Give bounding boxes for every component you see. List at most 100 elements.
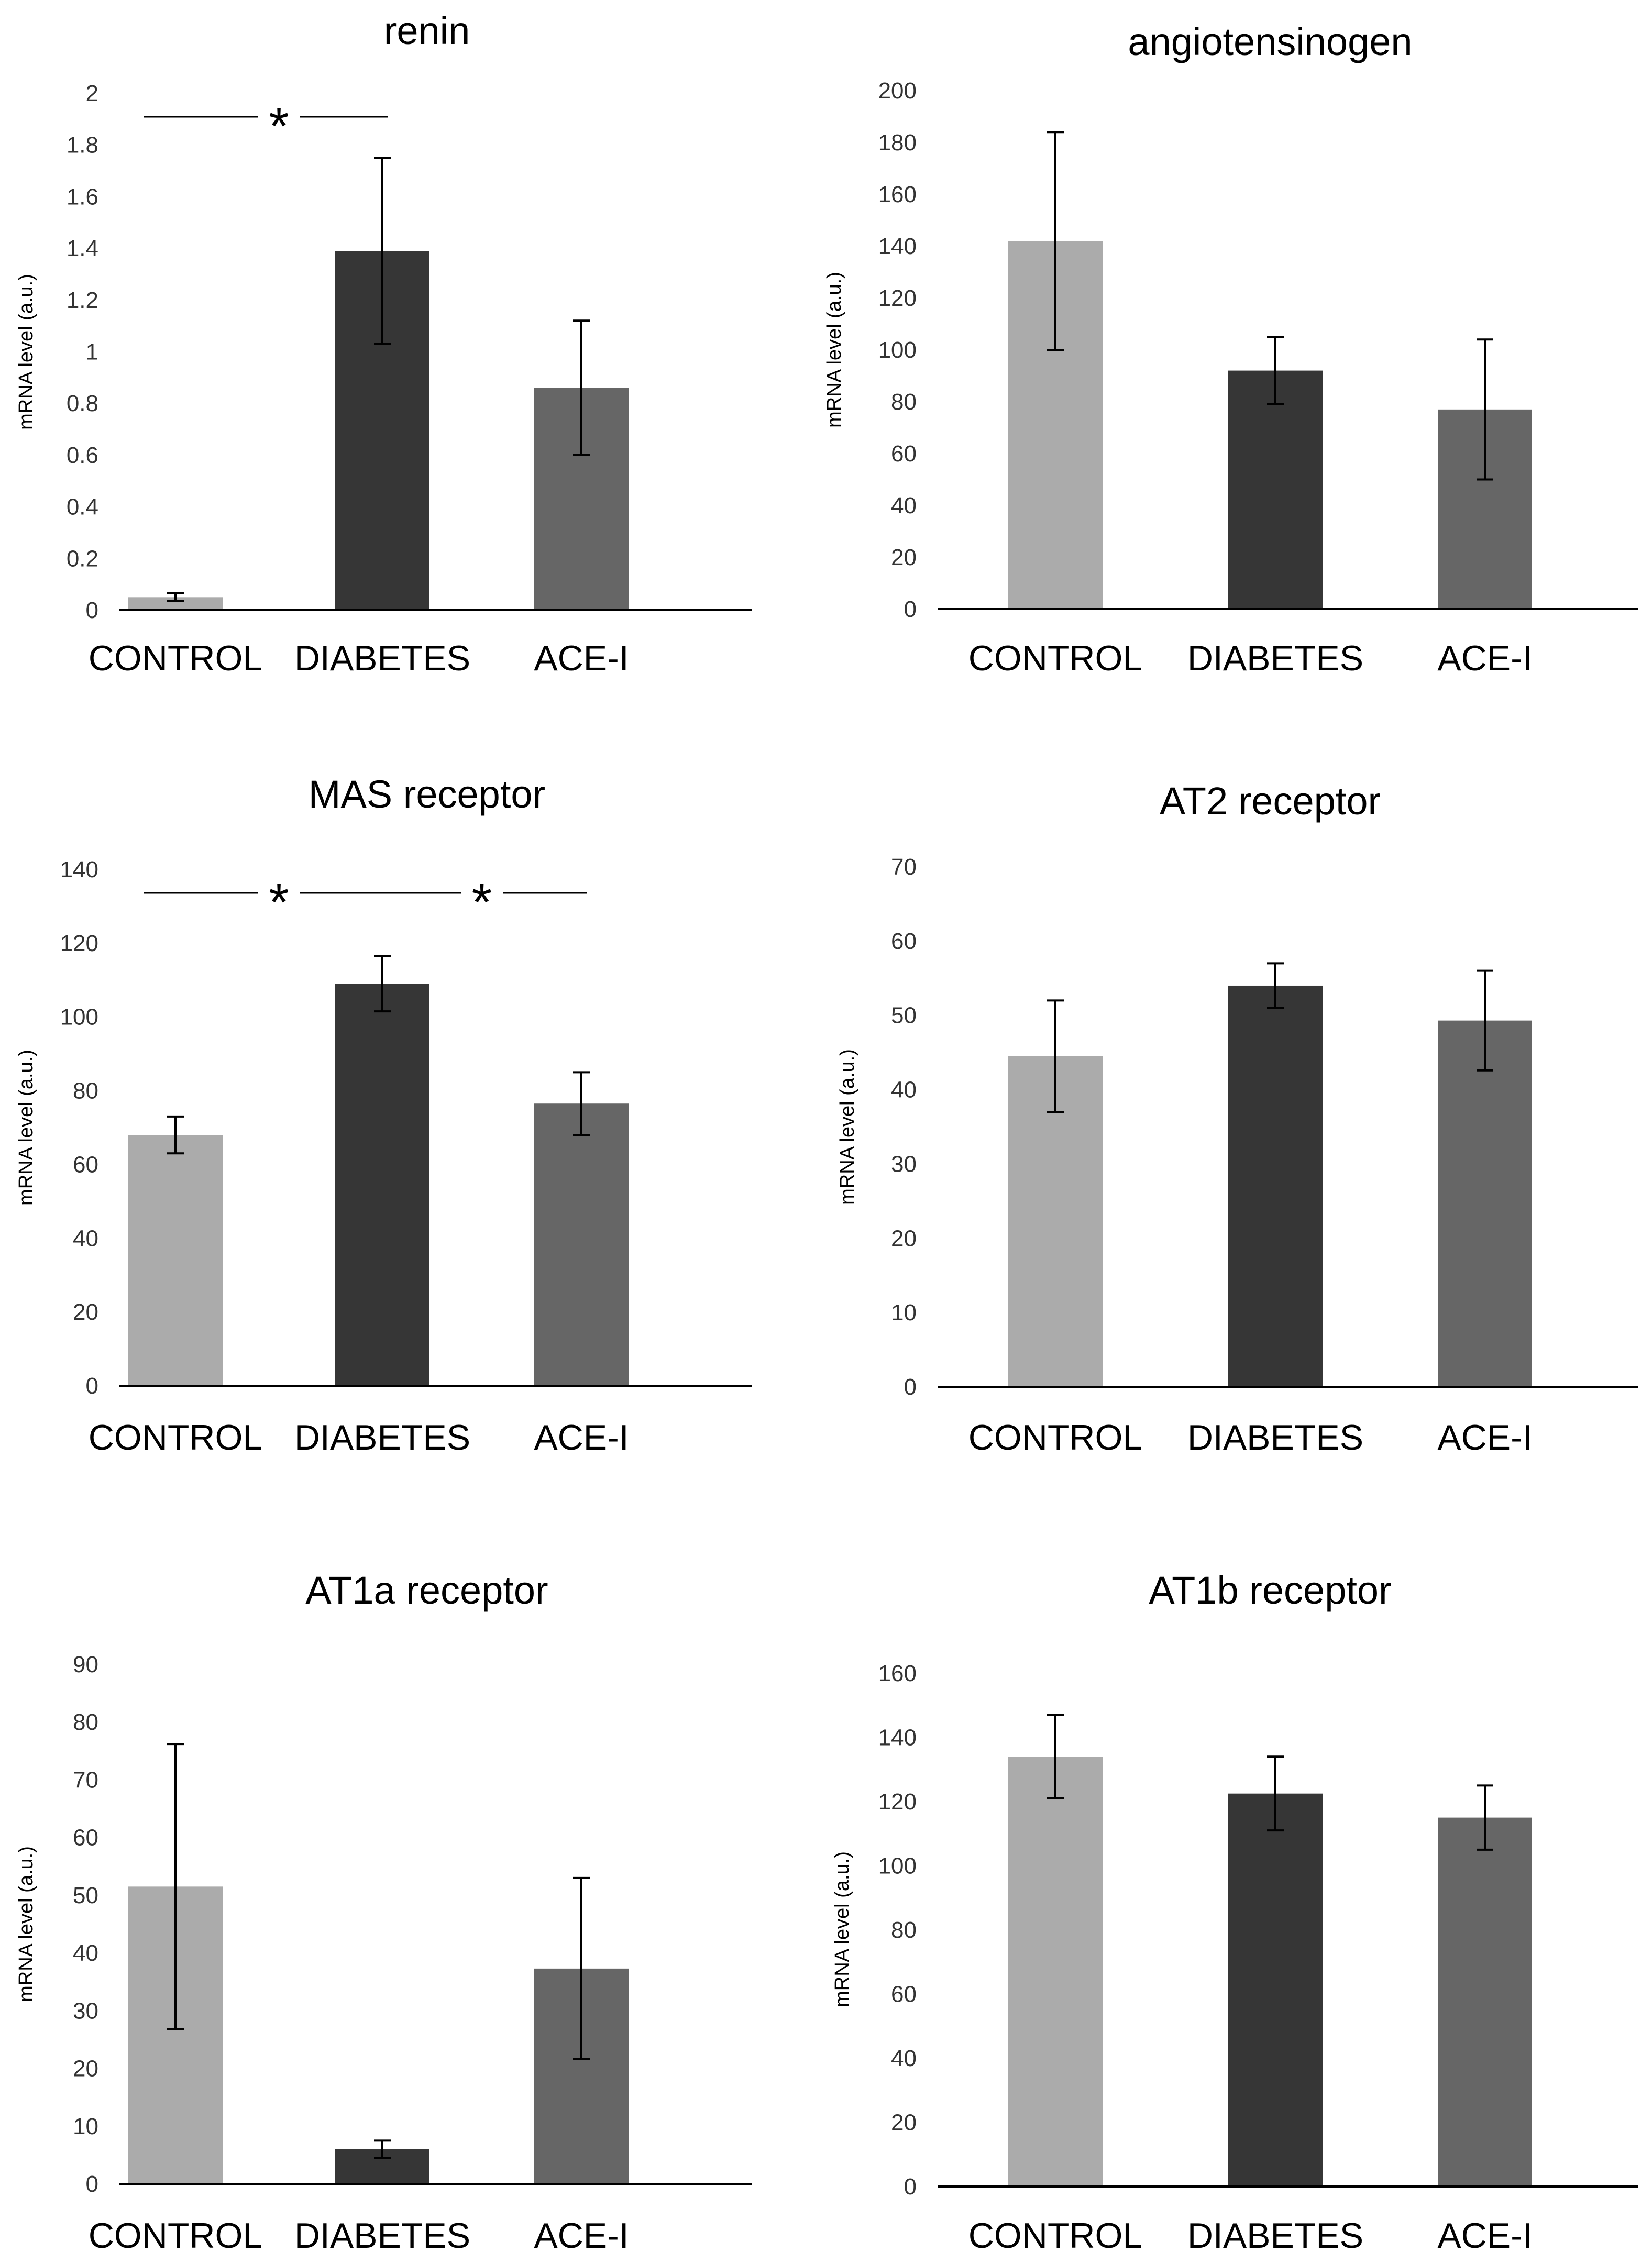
y-tick-label: 100: [878, 337, 917, 363]
error-bar-ace-i: [1477, 338, 1493, 481]
y-tick-label: 20: [891, 545, 917, 570]
y-tick-label: 70: [73, 1767, 98, 1793]
chart-title: AT1b receptor: [1149, 1569, 1391, 1612]
y-tick-label: 20: [73, 1299, 98, 1325]
y-tick-label: 1.8: [67, 132, 98, 158]
y-tick-label: 140: [878, 1725, 917, 1751]
significance-marker: *: [144, 873, 388, 932]
error-bar-diabetes: [374, 157, 391, 345]
y-tick-label: 70: [891, 854, 917, 880]
y-tick-label: 60: [891, 929, 917, 954]
error-bar-ace-i: [573, 1071, 590, 1136]
category-label-ace-i: ACE-I: [1437, 2216, 1532, 2256]
category-label-diabetes: DIABETES: [1187, 1418, 1363, 1457]
category-label-ace-i: ACE-I: [534, 1418, 629, 1457]
y-axis-label: mRNA level (a.u.): [823, 272, 845, 428]
bar-diabetes: [335, 984, 429, 1386]
chart-title: AT1a receptor: [305, 1569, 548, 1612]
error-bar-control: [167, 1743, 184, 2030]
chart-title: AT2 receptor: [1160, 779, 1381, 823]
y-tick-label: 0.8: [67, 391, 98, 416]
y-tick-label: 100: [878, 1853, 917, 1879]
chart-panel-4: AT2 receptor mRNA level (a.u.) 0 10 20 30 40 50…: [836, 779, 1638, 1457]
category-label-control: CONTROL: [89, 638, 262, 678]
y-tick-label: 40: [891, 1077, 917, 1103]
category-label-control: CONTROL: [89, 2216, 262, 2256]
y-tick-label: 60: [891, 441, 917, 467]
y-tick-label: 0.2: [67, 546, 98, 571]
bar-ace-i: [1438, 1817, 1532, 2186]
category-label-ace-i: ACE-I: [1437, 1418, 1532, 1457]
y-axis-label: mRNA level (a.u.): [15, 1846, 37, 2002]
category-label-control: CONTROL: [89, 1418, 262, 1457]
error-bar-ace-i: [573, 319, 590, 456]
y-tick-label: 20: [73, 2056, 98, 2082]
y-tick-label: 200: [878, 78, 917, 104]
y-tick-label: 10: [73, 2114, 98, 2139]
y-tick-label: 1.4: [67, 236, 98, 261]
y-tick-label: 0.6: [67, 443, 98, 468]
bar-diabetes: [1228, 1793, 1323, 2186]
y-tick-label: 40: [73, 1940, 98, 1966]
error-bar-control: [167, 1115, 184, 1155]
y-tick-label: 30: [73, 1998, 98, 2024]
y-tick-label: 0.4: [67, 494, 98, 520]
y-tick-label: 80: [891, 1917, 917, 1943]
y-tick-label: 120: [60, 931, 98, 956]
y-tick-label: 160: [878, 1661, 917, 1686]
bar-ace-i: [534, 1103, 629, 1386]
y-tick-label: 1.2: [67, 288, 98, 313]
category-label-diabetes: DIABETES: [294, 638, 470, 678]
category-label-control: CONTROL: [968, 1418, 1142, 1457]
y-tick-label: 140: [60, 857, 98, 882]
y-tick-label: 100: [60, 1004, 98, 1030]
significance-star: *: [269, 97, 289, 156]
category-label-diabetes: DIABETES: [294, 2216, 470, 2256]
y-tick-label: 50: [891, 1003, 917, 1029]
y-tick-label: 0: [86, 2171, 98, 2197]
error-bar-diabetes: [1267, 962, 1284, 1009]
y-tick-label: 120: [878, 285, 917, 311]
chart-title: angiotensinogen: [1128, 20, 1412, 63]
y-tick-label: 30: [891, 1151, 917, 1177]
category-label-ace-i: ACE-I: [534, 638, 629, 678]
error-bar-control: [167, 592, 184, 602]
y-tick-label: 20: [891, 2110, 917, 2136]
chart-panel-1: renin mRNA level (a.u.) 0 0.2 0.4 0.6 0.8 1 1.2 1…: [15, 9, 752, 678]
y-tick-label: 2: [86, 81, 98, 106]
y-tick-label: 80: [891, 389, 917, 415]
significance-star: *: [269, 873, 289, 932]
y-tick-label: 20: [891, 1225, 917, 1251]
chart-panel-2: angiotensinogen mRNA level (a.u.) 0 20 40 60 8…: [823, 20, 1638, 678]
y-tick-label: 120: [878, 1789, 917, 1815]
chart-title: MAS receptor: [309, 772, 545, 816]
category-label-control: CONTROL: [968, 2216, 1142, 2256]
bar-control: [128, 1135, 223, 1386]
y-tick-label: 90: [73, 1652, 98, 1677]
y-tick-label: 1: [86, 339, 98, 365]
category-label-diabetes: DIABETES: [1187, 638, 1363, 678]
y-tick-label: 40: [891, 493, 917, 518]
y-tick-label: 1.6: [67, 184, 98, 209]
error-bar-control: [1047, 999, 1064, 1113]
y-tick-label: 180: [878, 130, 917, 156]
y-tick-label: 80: [73, 1709, 98, 1735]
bar-diabetes: [1228, 370, 1323, 609]
error-bar-ace-i: [1477, 1784, 1493, 1851]
y-tick-label: 40: [73, 1225, 98, 1251]
category-label-diabetes: DIABETES: [294, 1418, 470, 1457]
y-tick-label: 10: [891, 1300, 917, 1326]
y-tick-label: 0: [904, 2174, 917, 2200]
error-bar-ace-i: [1477, 969, 1493, 1072]
chart-panel-3: MAS receptor mRNA level (a.u.) 0 20 40 60 80 10…: [15, 772, 752, 1457]
category-label-ace-i: ACE-I: [534, 2216, 629, 2256]
bar-control: [1008, 1757, 1103, 2186]
error-bar-diabetes: [1267, 1755, 1284, 1832]
significance-marker: *: [144, 97, 388, 156]
y-tick-label: 80: [73, 1078, 98, 1104]
y-tick-label: 0: [904, 597, 917, 622]
significance-star: *: [472, 873, 492, 932]
y-axis-label: mRNA level (a.u.): [15, 274, 37, 430]
chart-panel-5: AT1a receptor mRNA level (a.u.) 0 10 20 30 40 5…: [15, 1569, 752, 2256]
